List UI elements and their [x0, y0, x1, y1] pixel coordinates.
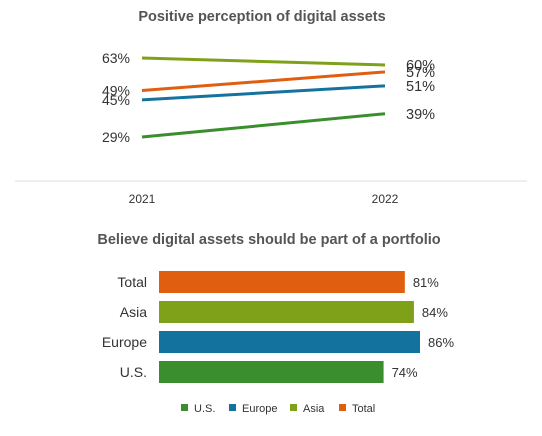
line-series-total [141, 70, 386, 93]
bar-category-label-u-s: U.S. [120, 364, 147, 380]
legend-label-asia: Asia [303, 403, 325, 415]
x-tick-2022: 2022 [372, 192, 399, 206]
bar-total [159, 271, 405, 293]
line-label-u-s-2021: 29% [102, 129, 130, 145]
line-series-u-s [141, 112, 386, 139]
bar-value-label-asia: 84% [422, 305, 448, 320]
line-chart-title: Positive perception of digital assets [138, 9, 385, 25]
bar-chart: Believe digital assets should be part of… [97, 232, 454, 383]
legend-item-asia: Asia [290, 403, 325, 415]
legend-swatch-europe [229, 404, 236, 411]
legend: U.S. Europe Asia Total [181, 403, 375, 415]
bar-u-s [159, 361, 384, 383]
line-label-europe-2022: 51% [406, 79, 435, 95]
bar-europe [159, 331, 420, 353]
line-chart-x-ticks: 2021 2022 [129, 192, 399, 206]
legend-swatch-u-s [181, 404, 188, 411]
legend-swatch-total [339, 404, 346, 411]
legend-item-total: Total [339, 403, 375, 415]
bar-value-label-total: 81% [413, 275, 439, 290]
bar-value-label-u-s: 74% [392, 365, 418, 380]
legend-item-u-s: U.S. [181, 403, 215, 415]
line-series-group: 29% 39% 45% 51% 63% 60% 49% 57% [102, 50, 435, 145]
line-label-u-s-2022: 39% [406, 107, 435, 123]
line-label-asia-2022: 60% [406, 58, 435, 74]
bar-category-label-asia: Asia [120, 304, 147, 320]
line-label-total-2022: 57% [406, 65, 435, 81]
bar-chart-title: Believe digital assets should be part of… [97, 232, 440, 248]
line-series-asia [141, 56, 386, 67]
bar-category-label-europe: Europe [102, 334, 147, 350]
line-series-europe [141, 84, 386, 102]
line-label-asia-2021: 63% [102, 50, 130, 66]
bar-asia [159, 301, 414, 323]
line-chart: Positive perception of digital assets 29… [15, 9, 527, 206]
legend-label-total: Total [352, 403, 375, 415]
legend-label-europe: Europe [242, 403, 277, 415]
line-label-europe-2021: 45% [102, 92, 130, 108]
legend-label-u-s: U.S. [194, 403, 215, 415]
legend-swatch-asia [290, 404, 297, 411]
line-label-total-2021: 49% [102, 83, 130, 99]
legend-item-europe: Europe [229, 403, 277, 415]
bar-category-label-total: Total [117, 274, 147, 290]
bar-group: Total 81% Asia 84% Europe 86% U.S. 74% [102, 271, 454, 383]
x-tick-2021: 2021 [129, 192, 156, 206]
bar-value-label-europe: 86% [428, 335, 454, 350]
